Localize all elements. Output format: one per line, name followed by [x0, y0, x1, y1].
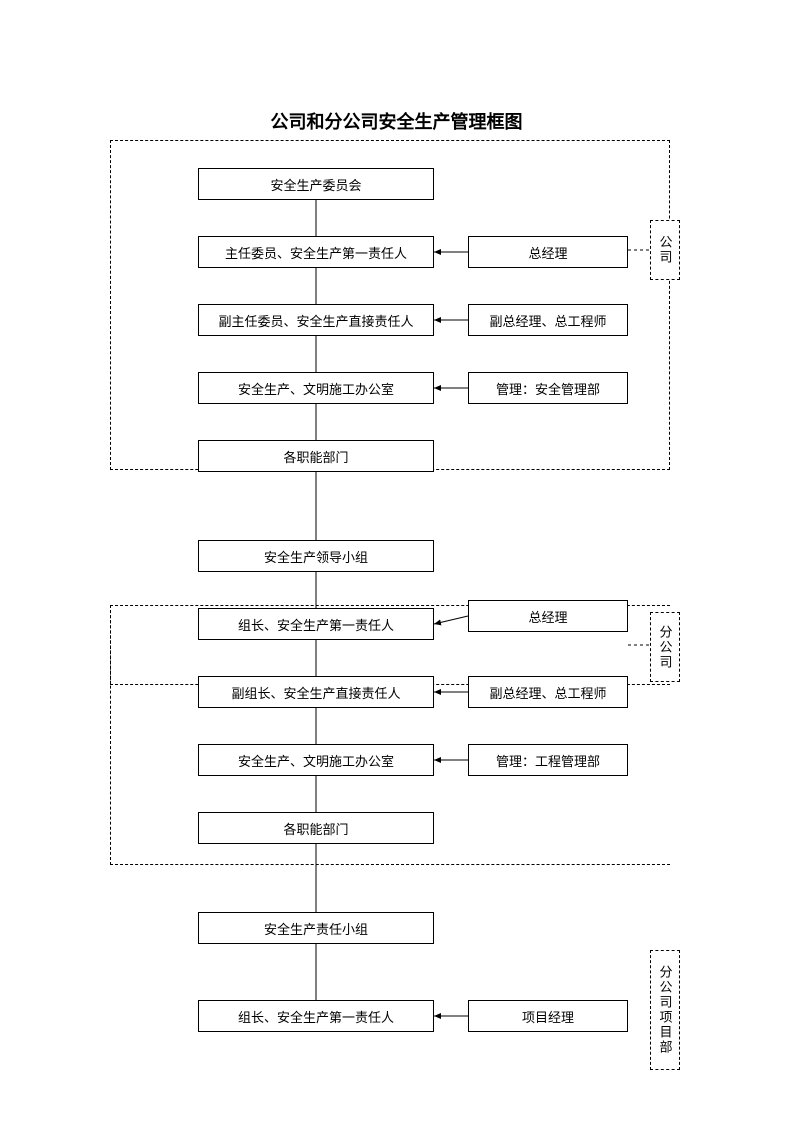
label-branch: 分公司 [650, 612, 680, 682]
node-n8: 副组长、安全生产直接责任人 [198, 676, 434, 708]
node-n6: 安全生产领导小组 [198, 540, 434, 572]
diagram-title: 公司和分公司安全生产管理框图 [0, 108, 793, 134]
node-n2: 主任委员、安全生产第一责任人 [198, 236, 434, 268]
node-n11: 安全生产责任小组 [198, 912, 434, 944]
node-n5: 各职能部门 [198, 440, 434, 472]
node-n7: 组长、安全生产第一责任人 [198, 608, 434, 640]
node-r4: 管理：安全管理部 [468, 372, 628, 404]
node-r8: 副总经理、总工程师 [468, 676, 628, 708]
page-canvas: 公司和分公司安全生产管理框图 公司 分公司 分公司项目部 安全生产委员会 主任委… [0, 0, 793, 1122]
node-n9: 安全生产、文明施工办公室 [198, 744, 434, 776]
node-n12: 组长、安全生产第一责任人 [198, 1000, 434, 1032]
node-n4: 安全生产、文明施工办公室 [198, 372, 434, 404]
node-n3: 副主任委员、安全生产直接责任人 [198, 304, 434, 336]
node-r7: 总经理 [468, 600, 628, 632]
label-project: 分公司项目部 [650, 950, 680, 1070]
label-company: 公司 [650, 220, 680, 280]
node-r9: 管理：工程管理部 [468, 744, 628, 776]
node-n1: 安全生产委员会 [198, 168, 434, 200]
node-n10: 各职能部门 [198, 812, 434, 844]
node-r3: 副总经理、总工程师 [468, 304, 628, 336]
node-r2: 总经理 [468, 236, 628, 268]
node-r12: 项目经理 [468, 1000, 628, 1032]
